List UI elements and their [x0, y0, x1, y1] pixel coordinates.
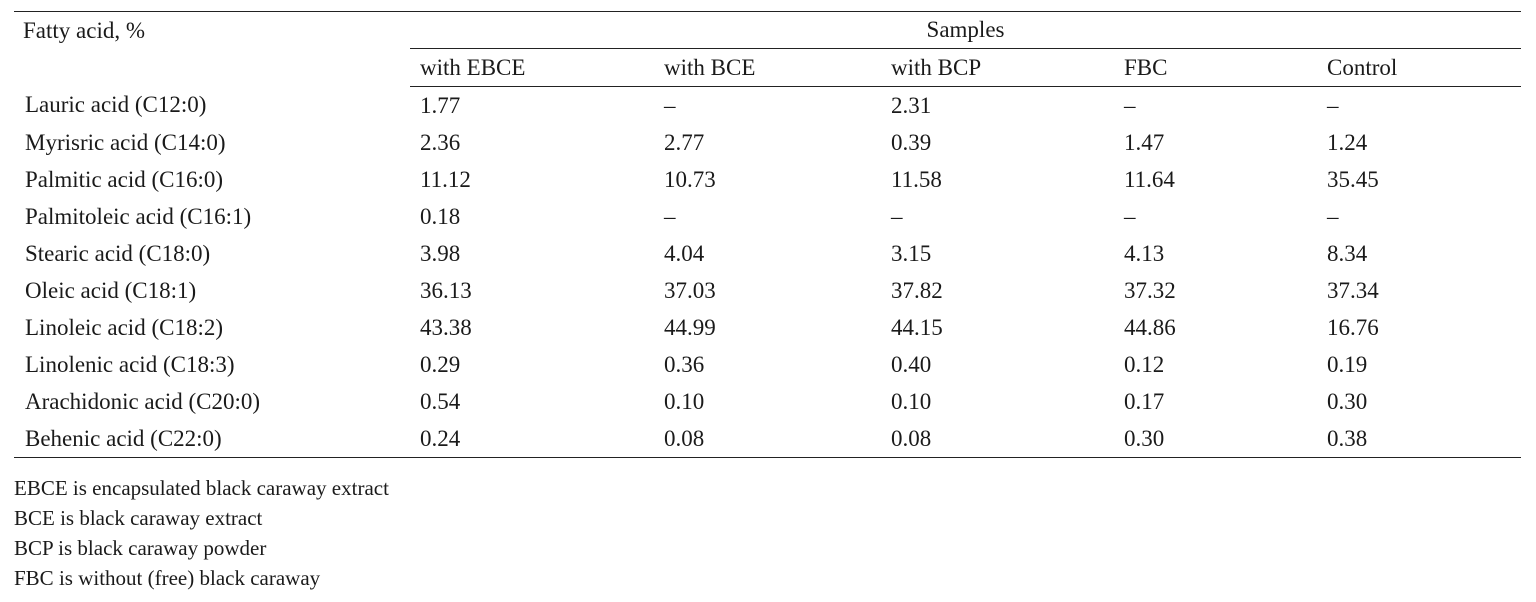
value-cell: 0.18: [420, 203, 461, 229]
column-header-fbc: FBC: [1114, 48, 1317, 87]
value-cell: 11.64: [1124, 166, 1175, 192]
value-cell: 37.03: [664, 277, 716, 303]
value-cell: –: [664, 92, 676, 118]
value-cell: 44.15: [891, 314, 943, 340]
fatty-acid-name-cell: Oleic acid (C18:1): [25, 277, 197, 303]
value-cell: 0.36: [664, 351, 705, 377]
fatty-acid-name-cell: Palmitoleic acid (C16:1): [25, 203, 252, 229]
value-cell: 16.76: [1327, 314, 1379, 340]
table-row: Behenic acid (C22:0) 0.24 0.08 0.08 0.30 0.38: [14, 420, 1522, 458]
fatty-acid-table: Fatty acid, % Samples with EBCE with BCE…: [14, 11, 1522, 458]
value-cell: 8.34: [1327, 240, 1368, 266]
value-cell: 1.24: [1327, 129, 1368, 155]
table-row: Linoleic acid (C18:2) 43.38 44.99 44.15 44.8…: [14, 309, 1521, 346]
value-cell: 0.24: [410, 420, 654, 458]
footnote-bce: BCE is black caraway extract: [14, 506, 263, 530]
header-row-group: Fatty acid, % Samples: [14, 11, 1522, 87]
value-cell: –: [891, 203, 903, 229]
value-cell: 0.19: [1327, 351, 1368, 377]
value-cell: 0.29: [420, 351, 461, 377]
fatty-acid-name-cell: Stearic acid (C18:0): [25, 240, 211, 266]
value-cell: 0.12: [1124, 351, 1165, 377]
value-cell: 35.45: [1327, 166, 1379, 192]
value-cell: 2.36: [420, 129, 461, 155]
value-cell: 0.30: [1327, 388, 1368, 414]
value-cell: –: [1327, 92, 1339, 118]
column-header-bce: with BCE: [654, 48, 881, 87]
table-row: Lauric acid (C12:0) 1.77 – 2.31 – –: [14, 87, 1521, 125]
table-row: Arachidonic acid (C20:0) 0.54 0.10 0.10 0.17…: [14, 383, 1521, 420]
value-cell: 3.98: [420, 240, 461, 266]
value-cell: 0.08: [654, 420, 881, 458]
value-cell: 37.82: [891, 277, 943, 303]
fatty-acid-name-cell: Arachidonic acid (C20:0): [25, 388, 261, 414]
value-cell: 0.30: [1114, 420, 1317, 458]
value-cell: 44.86: [1124, 314, 1176, 340]
value-cell: 0.40: [891, 351, 932, 377]
value-cell: –: [1124, 92, 1136, 118]
column-header-bcp: with BCP: [881, 48, 1114, 87]
column-header-ebce: with EBCE: [410, 48, 654, 87]
table-row: Stearic acid (C18:0) 3.98 4.04 3.15 4.13 8.34: [14, 235, 1521, 272]
fatty-acid-name-cell: Behenic acid (C22:0): [14, 420, 410, 458]
value-cell: 3.15: [891, 240, 932, 266]
value-cell: 43.38: [420, 314, 472, 340]
value-cell: 0.39: [891, 129, 932, 155]
value-cell: 44.99: [664, 314, 716, 340]
footnote-ebce: EBCE is encapsulated black caraway extra…: [14, 476, 389, 500]
value-cell: 37.32: [1124, 277, 1176, 303]
fatty-acid-name-cell: Linolenic acid (C18:3): [25, 351, 235, 377]
value-cell: 1.77: [420, 92, 461, 118]
fatty-acid-name-cell: Lauric acid (C12:0): [25, 92, 207, 118]
footnotes: EBCE is encapsulated black caraway extra…: [14, 473, 389, 593]
value-cell: 0.17: [1124, 388, 1165, 414]
value-cell: 0.10: [891, 388, 932, 414]
value-cell: 2.77: [664, 129, 705, 155]
header-row-columns: with EBCE with BCE with BCP FBC Control: [14, 48, 1522, 87]
value-cell: –: [664, 203, 676, 229]
fatty-acid-name-cell: Linoleic acid (C18:2): [25, 314, 223, 340]
footnote-fbc: FBC is without (free) black caraway: [14, 566, 321, 590]
fatty-acid-name-cell: Palmitic acid (C16:0): [25, 166, 224, 192]
samples-group-header: Samples: [410, 11, 1522, 49]
value-cell: 0.08: [881, 420, 1114, 458]
column-header-control: Control: [1317, 48, 1522, 87]
value-cell: –: [1327, 203, 1339, 229]
footnote-bcp: BCP is black caraway powder: [14, 536, 267, 560]
value-cell: 10.73: [664, 166, 716, 192]
value-cell: 36.13: [420, 277, 472, 303]
value-cell: 2.31: [891, 92, 932, 118]
value-cell: 0.54: [420, 388, 461, 414]
value-cell: 11.58: [891, 166, 942, 192]
value-cell: 0.10: [664, 388, 705, 414]
fatty-acid-table-container: Fatty acid, % Samples with EBCE with BCE…: [14, 11, 1522, 458]
value-cell: 4.13: [1124, 240, 1165, 266]
value-cell: 37.34: [1327, 277, 1379, 303]
value-cell: 4.04: [664, 240, 705, 266]
value-cell: –: [1124, 203, 1136, 229]
value-cell: 1.47: [1124, 129, 1165, 155]
table-body: Lauric acid (C12:0) 1.77 – 2.31 – – Myrisric a…: [14, 87, 1522, 458]
table-row: Palmitoleic acid (C16:1) 0.18 – – – –: [14, 198, 1521, 235]
table-row: Linolenic acid (C18:3) 0.29 0.36 0.40 0.12 0.…: [14, 346, 1521, 383]
table-row: Oleic acid (C18:1) 36.13 37.03 37.82 37.32 37…: [14, 272, 1521, 309]
corner-header: Fatty acid, %: [14, 11, 410, 87]
value-cell: 11.12: [420, 166, 471, 192]
fatty-acid-name-cell: Myrisric acid (C14:0): [25, 129, 226, 155]
value-cell: 0.38: [1317, 420, 1522, 458]
table-row: Palmitic acid (C16:0) 11.12 10.73 11.58 11.6…: [14, 161, 1521, 198]
table-row: Myrisric acid (C14:0) 2.36 2.77 0.39 1.47 1.2…: [14, 124, 1521, 161]
